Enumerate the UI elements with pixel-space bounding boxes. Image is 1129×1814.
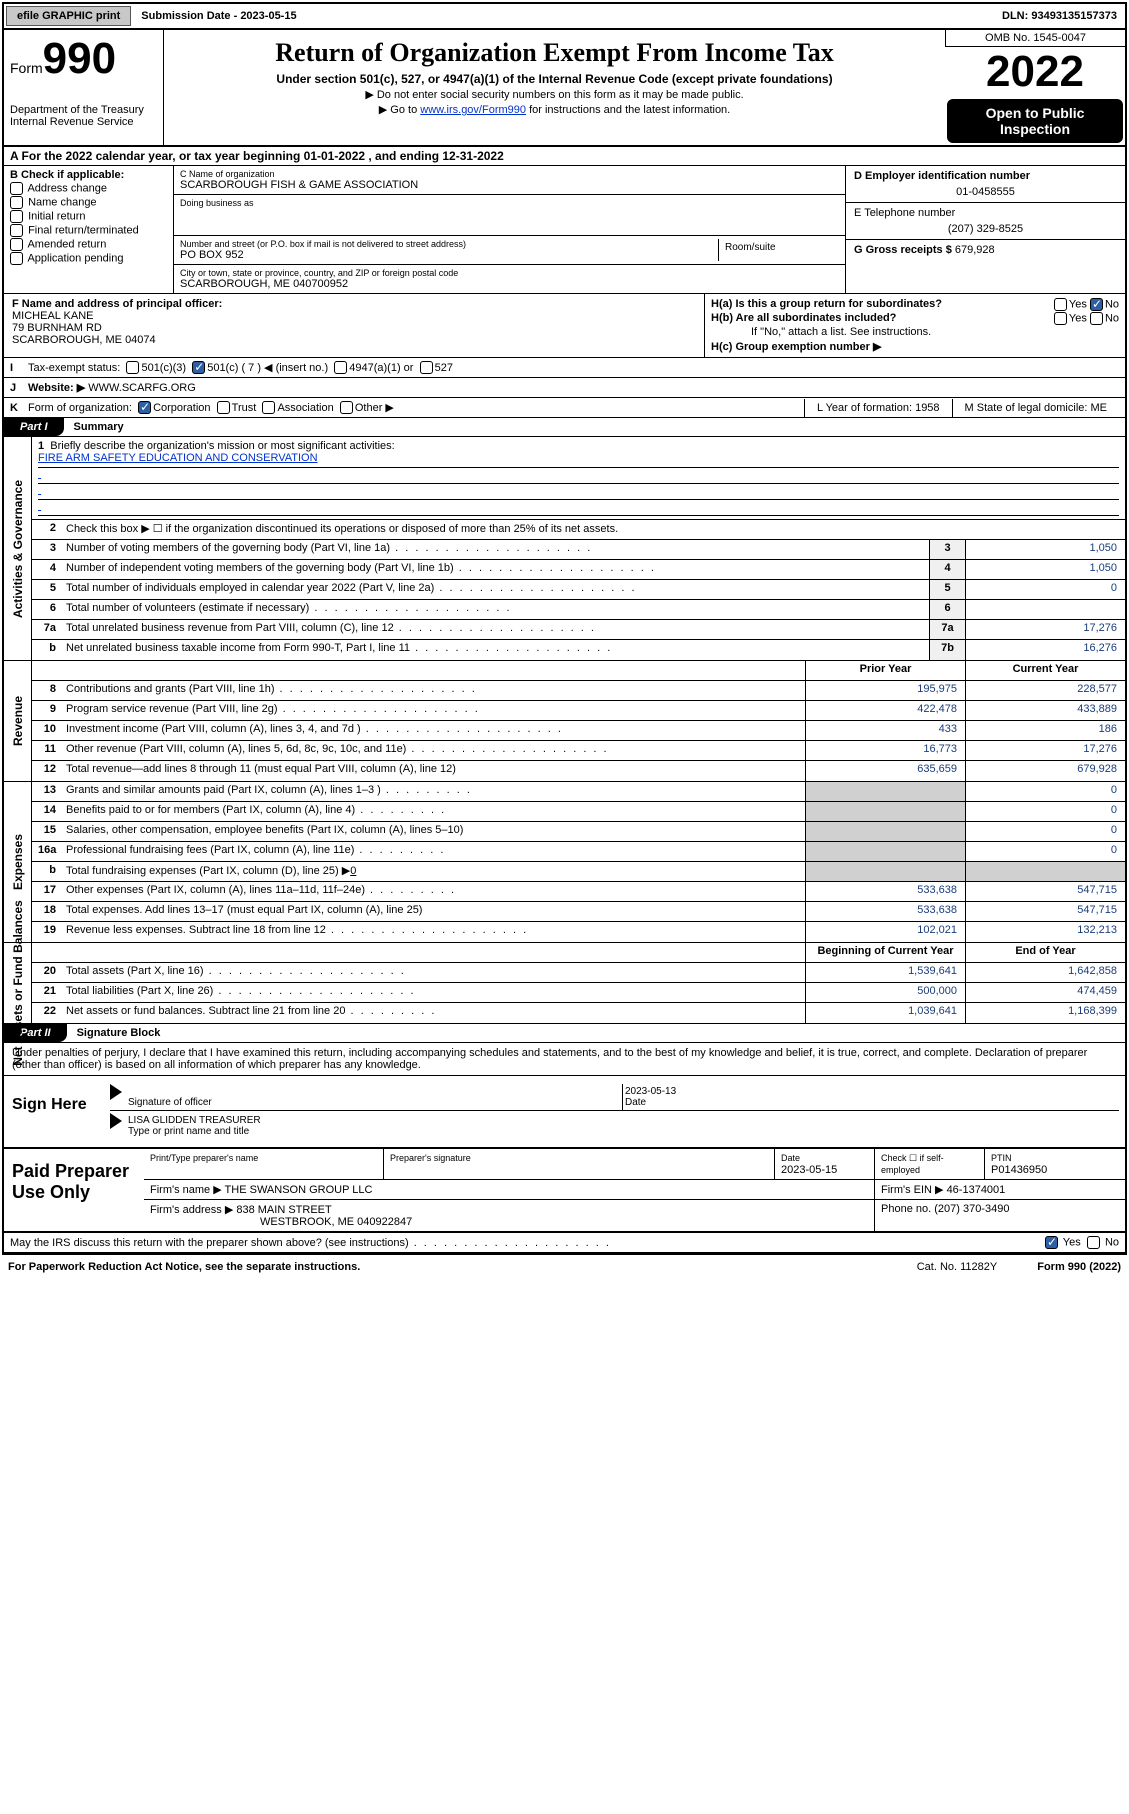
- firm-ein: 46-1374001: [947, 1184, 1006, 1196]
- org-address: PO BOX 952: [180, 249, 244, 261]
- row-k: K Form of organization: Corporation Trus…: [4, 398, 1125, 418]
- website-value: WWW.SCARFG.ORG: [88, 382, 196, 394]
- section-f: F Name and address of principal officer:…: [4, 294, 705, 357]
- officer-name: MICHEAL KANE: [12, 310, 94, 322]
- revenue-label: Revenue: [4, 661, 32, 781]
- form-title: Return of Organization Exempt From Incom…: [168, 38, 941, 68]
- net-assets-label: Net Assets or Fund Balances: [4, 943, 32, 1023]
- org-city: SCARBOROUGH, ME 040700952: [180, 278, 348, 290]
- gross-receipts: 679,928: [955, 244, 995, 256]
- submission-date: Submission Date - 2023-05-15: [133, 6, 304, 26]
- ptin-value: P01436950: [991, 1164, 1047, 1176]
- row-a-tax-year: A For the 2022 calendar year, or tax yea…: [4, 147, 1125, 166]
- cat-number: Cat. No. 11282Y: [917, 1261, 998, 1273]
- efile-print-button[interactable]: efile GRAPHIC print: [6, 6, 131, 26]
- form-header: Form990 Department of the Treasury Inter…: [4, 30, 1125, 147]
- form-subtitle: Under section 501(c), 527, or 4947(a)(1)…: [168, 72, 941, 86]
- form-number: 990: [43, 34, 116, 83]
- section-h: H(a) Is this a group return for subordin…: [705, 294, 1125, 357]
- page-footer: For Paperwork Reduction Act Notice, see …: [0, 1257, 1129, 1277]
- firm-name: THE SWANSON GROUP LLC: [225, 1184, 373, 1196]
- mission-text: FIRE ARM SAFETY EDUCATION AND CONSERVATI…: [38, 452, 1119, 468]
- form-ref: Form 990 (2022): [1037, 1261, 1121, 1273]
- row-j: J Website: ▶ WWW.SCARFG.ORG: [4, 378, 1125, 398]
- sig-date: 2023-05-13: [625, 1086, 676, 1097]
- perjury-declaration: Under penalties of perjury, I declare th…: [4, 1043, 1125, 1076]
- dept-label: Department of the Treasury: [10, 104, 157, 116]
- irs-link[interactable]: www.irs.gov/Form990: [420, 104, 526, 116]
- row-i: I Tax-exempt status: 501(c)(3) 501(c) ( …: [4, 358, 1125, 378]
- officer-name-title: LISA GLIDDEN TREASURER: [128, 1115, 261, 1126]
- form-prefix: Form: [10, 60, 43, 76]
- note-ssn: ▶ Do not enter social security numbers o…: [168, 88, 941, 101]
- section-b: B Check if applicable: Address change Na…: [4, 166, 174, 293]
- paid-preparer-block: Paid Preparer Use Only Print/Type prepar…: [4, 1149, 1125, 1233]
- dln-label: DLN: 93493135157373: [994, 6, 1125, 26]
- open-public-badge: Open to Public Inspection: [947, 99, 1123, 143]
- state-domicile: M State of legal domicile: ME: [952, 399, 1119, 417]
- irs-discuss-row: May the IRS discuss this return with the…: [4, 1233, 1125, 1253]
- section-c: C Name of organizationSCARBOROUGH FISH &…: [174, 166, 845, 293]
- irs-label: Internal Revenue Service: [10, 116, 157, 128]
- signature-arrow-icon: [110, 1113, 122, 1129]
- section-d: D Employer identification number01-04585…: [845, 166, 1125, 293]
- tax-year: 2022: [945, 47, 1125, 97]
- activities-governance-label: Activities & Governance: [4, 437, 32, 660]
- top-toolbar: efile GRAPHIC print Submission Date - 20…: [4, 4, 1125, 30]
- firm-address: 838 MAIN STREET: [236, 1204, 331, 1216]
- part1-header: Part I Summary: [4, 418, 1125, 437]
- omb-number: OMB No. 1545-0047: [945, 30, 1125, 47]
- part2-header: Part II Signature Block: [4, 1024, 1125, 1043]
- ein-value: 01-0458555: [854, 186, 1117, 198]
- firm-phone: (207) 370-3490: [934, 1203, 1009, 1215]
- sign-here-block: Sign Here Signature of officer 2023-05-1…: [4, 1076, 1125, 1149]
- signature-arrow-icon: [110, 1084, 122, 1100]
- phone-value: (207) 329-8525: [854, 223, 1117, 235]
- year-formation: L Year of formation: 1958: [804, 399, 952, 417]
- note-link: ▶ Go to www.irs.gov/Form990 for instruct…: [168, 103, 941, 116]
- org-name: SCARBOROUGH FISH & GAME ASSOCIATION: [180, 179, 418, 191]
